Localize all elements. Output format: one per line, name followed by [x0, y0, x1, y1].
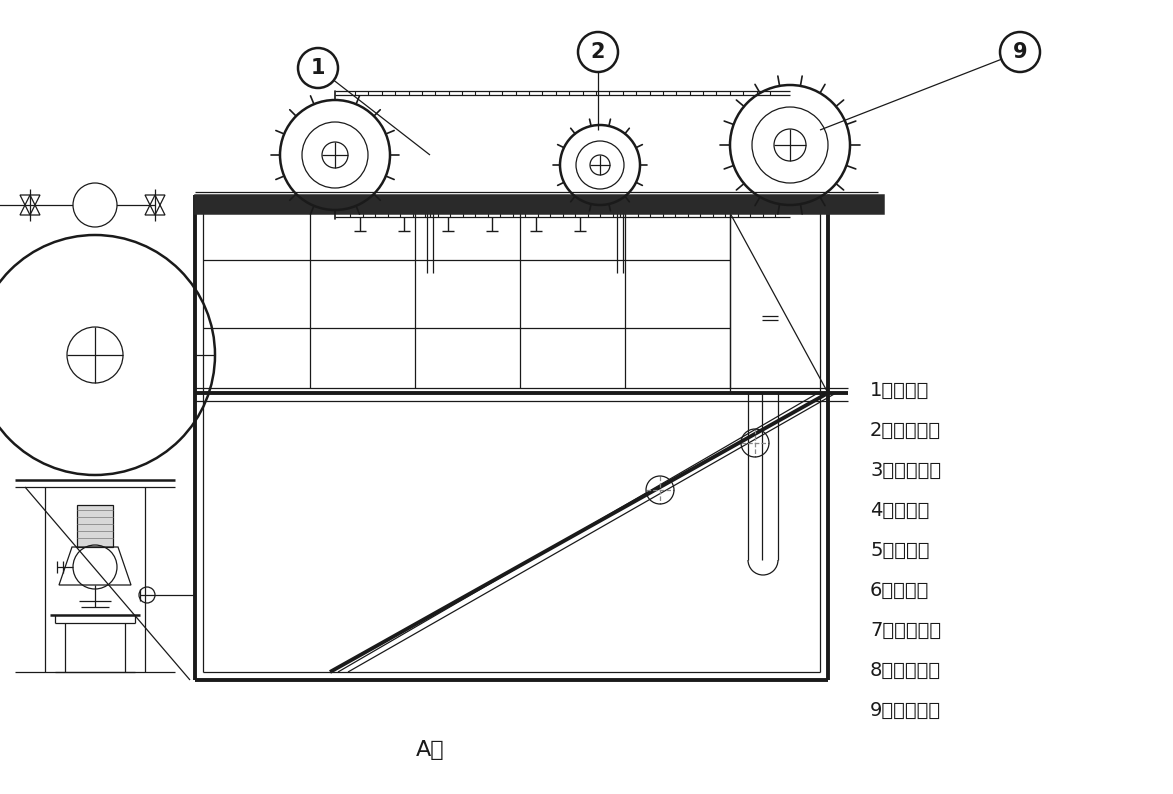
Circle shape [298, 48, 338, 88]
Circle shape [1001, 32, 1040, 72]
Circle shape [73, 183, 117, 227]
Text: 4、刷渣板: 4、刷渣板 [870, 500, 929, 519]
Circle shape [578, 32, 618, 72]
Bar [828, 195, 883, 213]
Text: 9: 9 [1012, 42, 1028, 62]
Text: 9、驱动电机: 9、驱动电机 [870, 700, 941, 719]
Text: A向: A向 [415, 740, 445, 760]
Text: 5、溶气罐: 5、溶气罐 [870, 541, 929, 560]
Text: 7、控制系统: 7、控制系统 [870, 620, 941, 639]
Text: 2: 2 [591, 42, 605, 62]
Bar [195, 195, 828, 213]
Text: 1、刷渣板: 1、刷渣板 [870, 380, 929, 399]
Bar [77, 505, 113, 547]
Text: 6、溶气泵: 6、溶气泵 [870, 580, 929, 599]
Text: 1: 1 [311, 58, 325, 78]
Text: 2、刷渣链条: 2、刷渣链条 [870, 421, 941, 440]
Text: 3、检修爬梯: 3、检修爬梯 [870, 461, 941, 480]
Text: 8、链条支座: 8、链条支座 [870, 661, 941, 680]
